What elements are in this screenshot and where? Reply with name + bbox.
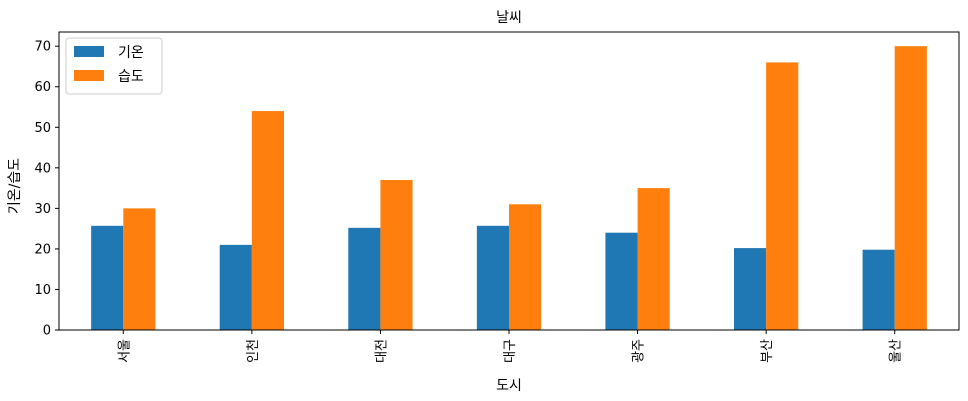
y-tick-label: 50 — [34, 121, 51, 136]
x-tick-label: 서울 — [117, 339, 132, 363]
bar-기온-대구 — [476, 225, 509, 330]
bar-습도-울산 — [894, 46, 927, 330]
chart-title: 날씨 — [496, 10, 522, 26]
x-tick-label: 부산 — [760, 339, 775, 363]
bar-습도-대구 — [509, 204, 542, 330]
x-tick-label: 대전 — [374, 339, 389, 363]
bar-습도-부산 — [766, 62, 799, 330]
y-tick-label: 30 — [34, 202, 51, 217]
bar-습도-광주 — [637, 188, 670, 330]
plot-area — [58, 31, 960, 331]
y-tick-label: 0 — [43, 324, 51, 339]
x-axis: 서울 인천 대전 대구 광주 부산 울산 — [117, 330, 904, 363]
bar-기온-인천 — [219, 244, 252, 330]
legend-label: 기온 — [118, 45, 144, 61]
y-tick-label: 20 — [34, 242, 51, 257]
y-axis-label: 기온/습도 — [7, 158, 23, 214]
y-axis: 0 10 20 30 40 50 60 70 — [34, 40, 59, 339]
x-tick-label: 광주 — [632, 339, 647, 363]
x-tick-label: 대구 — [503, 339, 518, 363]
y-tick-label: 70 — [34, 40, 51, 55]
bar-기온-대전 — [348, 227, 381, 330]
legend-swatch — [74, 46, 104, 57]
bar-기온-부산 — [734, 248, 767, 330]
legend-label: 습도 — [118, 69, 144, 85]
x-axis-label: 도시 — [496, 378, 522, 394]
bar-습도-서울 — [123, 208, 156, 330]
bar-습도-대전 — [380, 179, 413, 330]
bar-기온-울산 — [862, 249, 895, 330]
bar-습도-인천 — [251, 111, 284, 331]
bar-기온-서울 — [91, 225, 124, 330]
x-tick-label: 울산 — [889, 339, 904, 363]
bar-기온-광주 — [605, 232, 638, 330]
y-tick-label: 60 — [34, 80, 51, 95]
x-tick-label: 인천 — [246, 339, 261, 363]
y-tick-label: 10 — [34, 283, 51, 298]
y-tick-label: 40 — [34, 161, 51, 176]
legend-swatch — [74, 70, 104, 81]
